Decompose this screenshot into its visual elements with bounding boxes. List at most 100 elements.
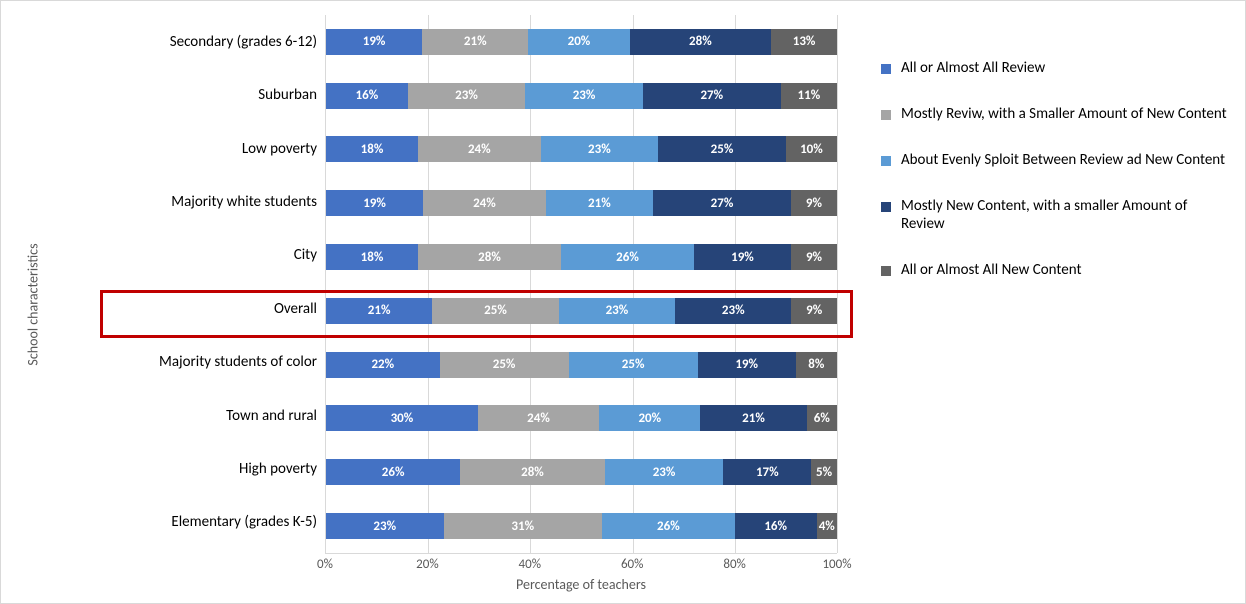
bar-track: 30%24%20%21%6% [326,405,837,431]
bar-segment: 11% [781,83,837,109]
bar-segment: 17% [723,459,811,485]
y-axis-title-container: School characteristics [19,15,47,593]
bar-row: 19%24%21%27%9% [326,176,837,230]
bar-segment: 26% [326,459,460,485]
category-label: Low poverty [47,122,317,175]
bar-track: 22%25%25%19%8% [326,352,837,378]
bar-segment: 18% [326,136,418,162]
chart-layout: School characteristics Secondary (grades… [19,15,1227,593]
category-label: Majority students of color [47,335,317,388]
bar-track: 19%24%21%27%9% [326,190,837,216]
bar-segment: 21% [326,298,432,324]
category-label: Elementary (grades K-5) [47,496,317,549]
bar-segment: 16% [326,83,408,109]
legend-item: All or Almost All Review [881,59,1227,77]
bar-segment: 10% [786,136,837,162]
plot-area: 19%21%20%28%13%16%23%23%27%11%18%24%23%2… [325,15,837,553]
category-label: Town and rural [47,389,317,442]
bar-segment: 8% [796,352,837,378]
legend-label: Mostly New Content, with a smaller Amoun… [901,197,1227,233]
legend-item: Mostly New Content, with a smaller Amoun… [881,197,1227,233]
legend-swatch [881,266,891,276]
bar-segment: 21% [700,405,806,431]
x-axis-ticks: 0%20%40%60%80%100% [325,553,837,576]
bar-segment: 4% [817,513,837,539]
bar-segment: 19% [326,29,422,55]
bar-segment: 26% [561,244,694,270]
bar-row: 22%25%25%19%8% [326,338,837,392]
bar-row: 18%28%26%19%9% [326,230,837,284]
legend-label: All or Almost All New Content [901,261,1082,279]
bar-segment: 19% [326,190,423,216]
bar-segment: 24% [418,136,541,162]
bar-track: 16%23%23%27%11% [326,83,837,109]
bar-segment: 23% [605,459,724,485]
chart-frame: School characteristics Secondary (grades… [0,0,1246,604]
bar-segment: 27% [643,83,781,109]
x-tick-label: 20% [416,557,438,572]
legend-label: All or Almost All Review [901,59,1045,77]
plot-column: 19%21%20%28%13%16%23%23%27%11%18%24%23%2… [325,15,837,593]
bar-segment: 25% [658,136,786,162]
bar-segment: 26% [602,513,735,539]
bar-row: 19%21%20%28%13% [326,15,837,69]
category-labels-column: Secondary (grades 6-12)SuburbanLow pover… [47,15,325,593]
bar-row: 18%24%23%25%10% [326,123,837,177]
legend-swatch [881,110,891,120]
bar-track: 21%25%23%23%9% [326,298,837,324]
bar-segment: 31% [444,513,602,539]
bars-container: 19%21%20%28%13%16%23%23%27%11%18%24%23%2… [326,15,837,553]
bar-segment: 9% [791,190,837,216]
bar-segment: 22% [326,352,440,378]
bar-row: 30%24%20%21%6% [326,392,837,446]
bar-segment: 30% [326,405,478,431]
bar-track: 18%24%23%25%10% [326,136,837,162]
bar-track: 26%28%23%17%5% [326,459,837,485]
bar-segment: 23% [559,298,675,324]
category-label: Overall [47,282,317,335]
bar-segment: 23% [408,83,526,109]
x-tick-label: 60% [621,557,643,572]
bar-segment: 25% [432,298,558,324]
category-label: City [47,229,317,282]
x-tick-label: 80% [723,557,745,572]
bar-segment: 24% [478,405,599,431]
bar-segment: 21% [546,190,653,216]
bar-segment: 23% [525,83,643,109]
legend-label: Mostly Reviw, with a Smaller Amount of N… [901,105,1227,123]
x-tick-label: 0% [317,557,333,572]
bar-segment: 25% [440,352,569,378]
category-label: Majority white students [47,175,317,228]
category-label: Secondary (grades 6-12) [47,15,317,68]
bar-segment: 23% [541,136,659,162]
bar-segment: 24% [423,190,546,216]
category-labels: Secondary (grades 6-12)SuburbanLow pover… [47,15,317,549]
legend-item: About Evenly Sploit Between Review ad Ne… [881,151,1227,169]
bar-track: 19%21%20%28%13% [326,29,837,55]
legend-swatch [881,202,891,212]
bar-row: 23%31%26%16%4% [326,499,837,553]
x-axis-title: Percentage of teachers [325,576,837,593]
x-tick-label: 40% [519,557,541,572]
bar-track: 23%31%26%16%4% [326,513,837,539]
bar-segment: 25% [569,352,698,378]
bar-track: 18%28%26%19%9% [326,244,837,270]
bar-segment: 23% [675,298,791,324]
legend-swatch [881,64,891,74]
bar-segment: 28% [460,459,605,485]
labels-bottom-spacer [47,549,317,593]
bar-row: 21%25%23%23%9% [326,284,837,338]
bar-segment: 28% [418,244,561,270]
legend-item: Mostly Reviw, with a Smaller Amount of N… [881,105,1227,123]
bar-segment: 9% [791,298,837,324]
bar-row: 26%28%23%17%5% [326,445,837,499]
y-axis-title: School characteristics [25,243,42,365]
bar-segment: 20% [528,29,629,55]
legend-label: About Evenly Sploit Between Review ad Ne… [901,151,1225,169]
bar-row: 16%23%23%27%11% [326,69,837,123]
category-label: High poverty [47,442,317,495]
category-label: Suburban [47,68,317,121]
legend-item: All or Almost All New Content [881,261,1227,279]
bar-segment: 19% [694,244,791,270]
legend: All or Almost All Review Mostly Reviw, wi… [837,15,1227,593]
